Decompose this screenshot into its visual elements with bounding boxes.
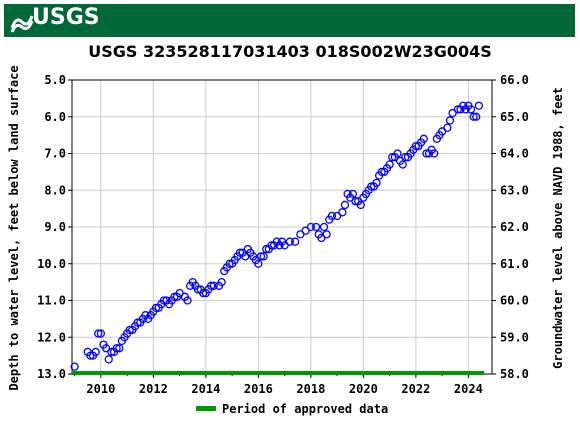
data-point [385,160,394,169]
data-point [319,222,329,232]
data-point [311,222,321,232]
data-point [306,222,316,232]
y-tick-label-right: 65.0 [500,110,529,124]
left-axis-label: Depth to water level, feet below land su… [7,65,21,390]
data-point [254,259,263,268]
data-point [443,123,452,132]
y-tick-label-left: 9.0 [44,220,66,234]
data-point [217,277,226,287]
legend-swatch [196,406,216,411]
data-point [290,237,300,246]
x-tick-label: 2010 [86,382,115,396]
approved-period-bar [72,371,485,375]
data-point [209,281,218,290]
chart-title: USGS 323528117031403 018S002W23G004S [88,42,492,61]
y-tick-label-right: 64.0 [500,147,529,161]
data-point [338,208,347,217]
data-point [430,149,439,158]
data-point [348,189,358,199]
x-tick-label: 2022 [401,382,430,396]
data-point [104,355,113,364]
data-point [285,237,295,246]
x-tick-label: 2016 [244,382,273,396]
right-axis-label: Groundwater level above NAVD 1988, feet [551,87,565,369]
x-tick-label: 2020 [349,382,378,396]
y-tick-label-left: 7.0 [44,147,66,161]
axis-ticks: 5.0 66.0 6.0 65.0 7.0 64.0 8.0 63.0 9.0 62.0 10.0 6… [37,73,529,396]
data-point [259,252,268,261]
data-point [340,200,350,210]
data-point [112,344,121,353]
usgs-banner: USGS [4,4,575,37]
x-tick-label: 2014 [191,382,220,396]
y-tick-label-right: 63.0 [500,183,529,197]
data-point [70,362,79,371]
data-point [96,329,106,338]
y-tick-label-left: 8.0 [44,183,66,197]
y-tick-label-right: 59.0 [500,330,529,344]
data-point [445,116,455,125]
y-tick-label-left: 6.0 [44,110,66,124]
y-tick-label-right: 66.0 [500,73,529,87]
data-point [393,149,402,158]
data-point [115,344,124,353]
data-point [474,101,484,110]
x-tick-label: 2018 [296,382,325,396]
data-point [372,178,381,188]
data-point [91,347,100,357]
y-tick-label-left: 12.0 [37,330,66,344]
y-tick-label-right: 58.0 [500,367,529,381]
y-tick-label-left: 10.0 [37,257,66,271]
y-tick-label-right: 60.0 [500,294,529,308]
y-tick-label-right: 62.0 [500,220,529,234]
data-point [466,105,476,114]
data-point [356,200,365,210]
y-tick-label-right: 61.0 [500,257,529,271]
legend-label: Period of approved data [222,402,388,416]
x-tick-label: 2024 [454,382,483,396]
data-point [472,112,481,121]
data-point [256,252,266,261]
data-point [94,329,103,338]
data-point [206,281,216,290]
usgs-logo-icon [10,15,34,33]
y-tick-label-left: 13.0 [37,367,66,381]
data-point [183,296,192,305]
data-point [469,112,478,121]
y-tick-label-left: 5.0 [44,73,66,87]
data-point [419,134,428,143]
data-points [70,101,484,371]
data-point [398,160,407,169]
y-tick-label-left: 11.0 [37,294,66,308]
x-tick-label: 2012 [139,382,168,396]
data-point [327,211,337,221]
data-point [322,230,331,239]
usgs-logo-text: USGS [32,5,100,30]
